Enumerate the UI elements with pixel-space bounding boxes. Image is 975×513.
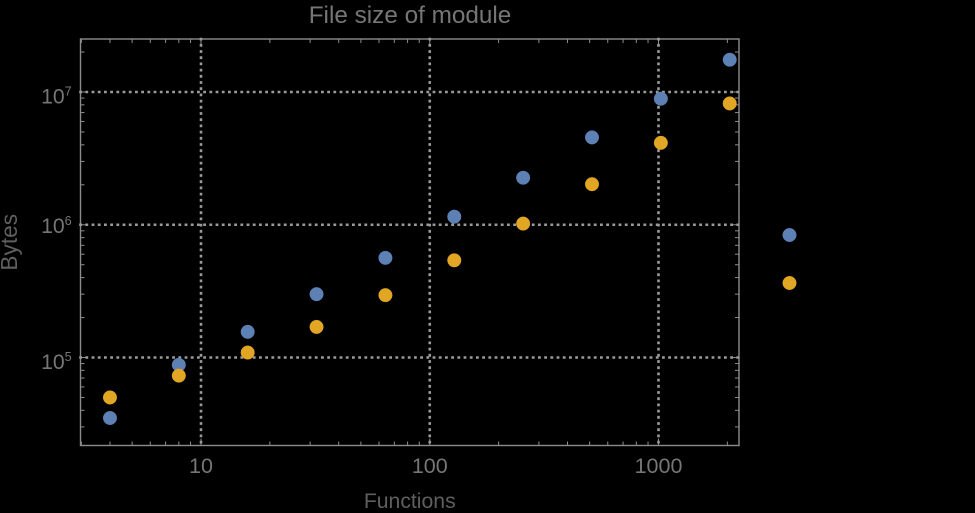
- svg-text:10: 10: [189, 454, 213, 478]
- svg-text:File size of module: File size of module: [309, 2, 512, 29]
- svg-text:105: 105: [41, 350, 72, 374]
- svg-text:100: 100: [412, 454, 448, 478]
- svg-text:Functions: Functions: [364, 490, 456, 513]
- svg-text:107: 107: [41, 85, 72, 109]
- svg-text:106: 106: [41, 214, 72, 238]
- svg-text:1000: 1000: [635, 454, 683, 478]
- svg-text:Bytes: Bytes: [0, 214, 22, 271]
